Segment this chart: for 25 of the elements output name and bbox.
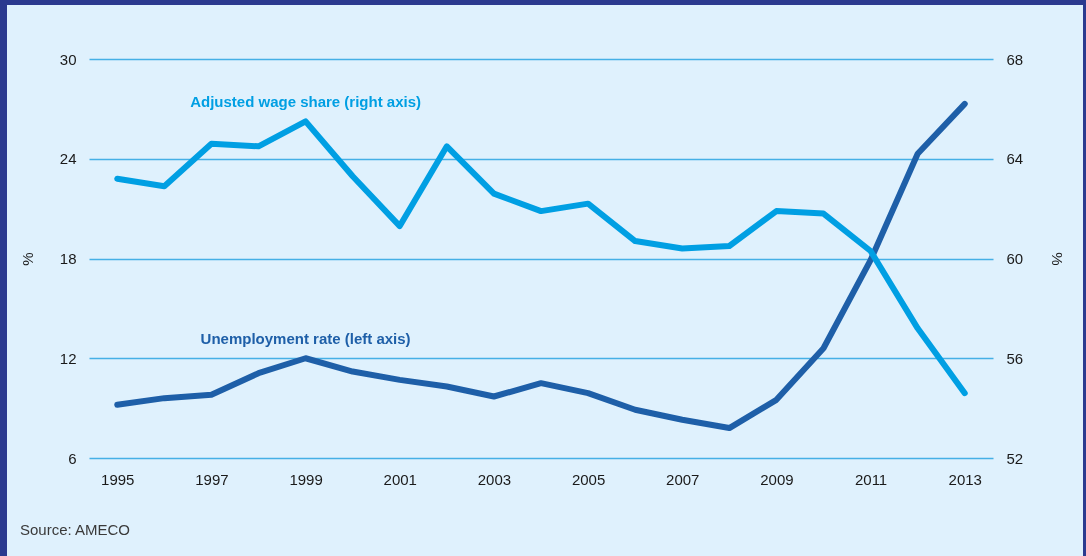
x-tick-label: 2003 xyxy=(477,470,512,488)
x-tick-label: 1999 xyxy=(289,470,323,488)
y2-axis-title: % xyxy=(1048,252,1066,266)
y2-tick-label: 52 xyxy=(1006,449,1024,467)
x-tick-label: 2011 xyxy=(854,470,888,488)
y-tick-label: 18 xyxy=(59,250,77,267)
x-tick-label: 2007 xyxy=(666,470,700,488)
series-label: Unemployment rate (left axis) xyxy=(200,330,411,348)
y-tick-label: 6 xyxy=(68,449,77,467)
y2-tick-label: 64 xyxy=(1006,150,1024,168)
y-axis-title: % xyxy=(18,252,36,266)
x-tick-label: 1995 xyxy=(101,470,135,488)
series-label: Adjusted wage share (right axis) xyxy=(190,93,422,111)
y-tick-label: 30 xyxy=(59,50,77,68)
y-tick-label: 24 xyxy=(59,150,77,168)
y2-tick-label: 68 xyxy=(1006,50,1024,68)
x-tick-label: 1997 xyxy=(195,470,229,488)
y2-tick-label: 60 xyxy=(1006,250,1024,267)
x-tick-label: 2001 xyxy=(383,470,417,488)
y2-tick-label: 56 xyxy=(1006,349,1024,367)
source-note: Source: AMECO xyxy=(20,521,131,538)
x-tick-label: 2009 xyxy=(760,470,794,488)
y-tick-label: 12 xyxy=(59,349,77,367)
x-tick-label: 2013 xyxy=(948,470,982,488)
x-tick-label: 2005 xyxy=(571,470,606,488)
